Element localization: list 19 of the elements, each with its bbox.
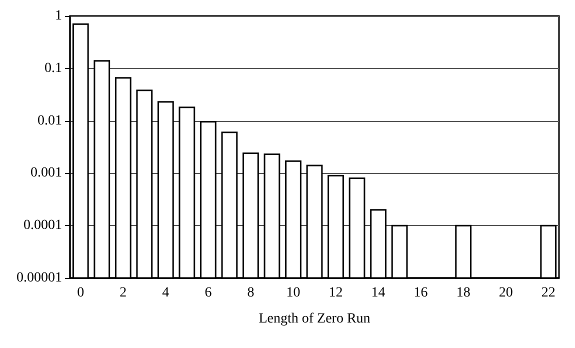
x-tick-label: 2	[120, 286, 127, 300]
x-tick-label: 14	[371, 286, 386, 300]
x-tick-label: 16	[414, 286, 428, 300]
y-tick-label: 0.00001	[16, 270, 62, 286]
x-tick-label: 4	[162, 286, 170, 300]
y-tick-label: 0.0001	[24, 218, 62, 234]
x-tick-label: 6	[204, 286, 212, 300]
y-tick-label: 1	[55, 8, 62, 24]
x-tick-label: 10	[286, 286, 300, 300]
y-tick-label: 0.01	[38, 113, 62, 128]
x-tick-label: 0	[77, 286, 84, 300]
y-tick-label: 0.001	[30, 166, 62, 181]
x-tick-label: 22	[541, 286, 556, 300]
x-tick-label: 12	[328, 286, 343, 300]
x-tick-label: 18	[456, 286, 470, 300]
x-axis-title: Length of Zero Run	[258, 312, 370, 326]
x-tick-label: 20	[498, 286, 513, 300]
y-tick-label: 0.1	[44, 60, 62, 76]
x-tick-label: 8	[247, 286, 254, 300]
